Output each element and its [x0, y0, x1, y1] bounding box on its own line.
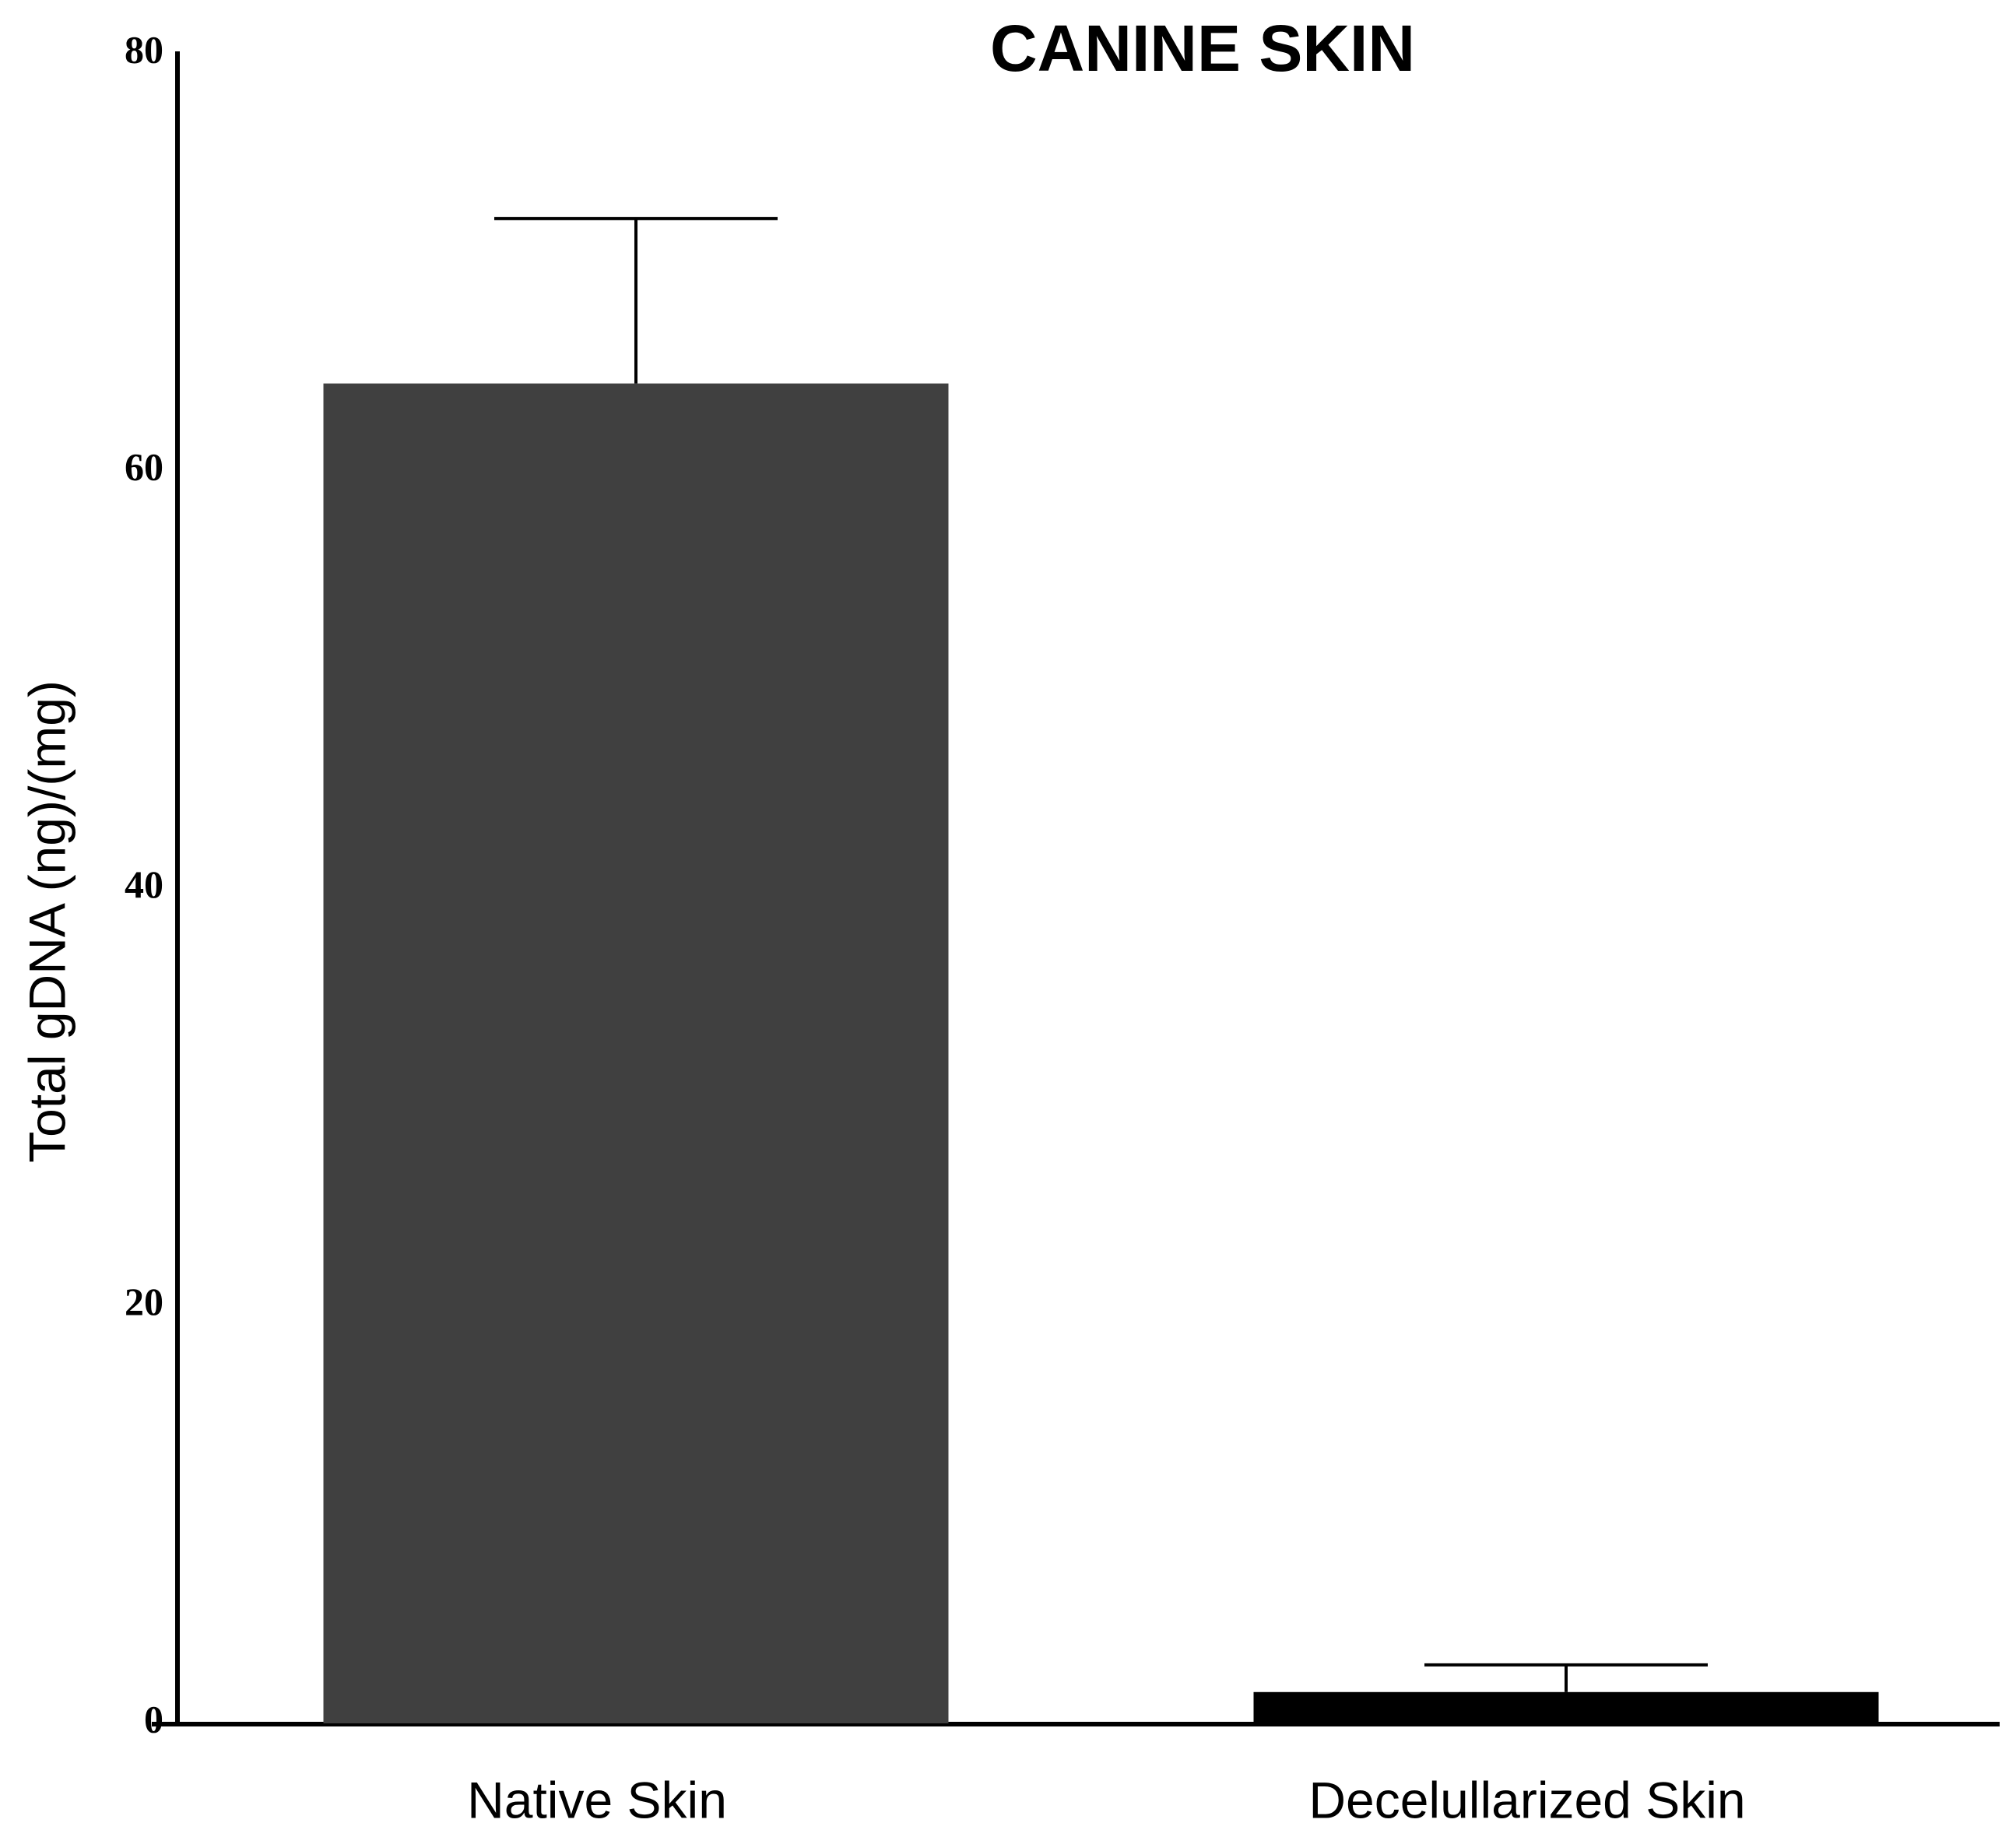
- bar: [323, 383, 949, 1724]
- y-tick-label: 40: [125, 862, 163, 906]
- y-tick-label: 60: [125, 445, 163, 489]
- y-tick-label: 0: [144, 1697, 163, 1740]
- x-tick-label: Native Skin: [467, 1771, 727, 1828]
- bar: [1253, 1691, 1879, 1723]
- x-tick-label: Decelullarized Skin: [1308, 1771, 1745, 1828]
- y-tick-label: 80: [125, 27, 163, 71]
- y-tick-label: 20: [125, 1280, 163, 1323]
- y-axis-label: Total gDNA (ng)/(mg): [18, 680, 76, 1163]
- chart-title: CANINE SKIN: [990, 12, 1415, 85]
